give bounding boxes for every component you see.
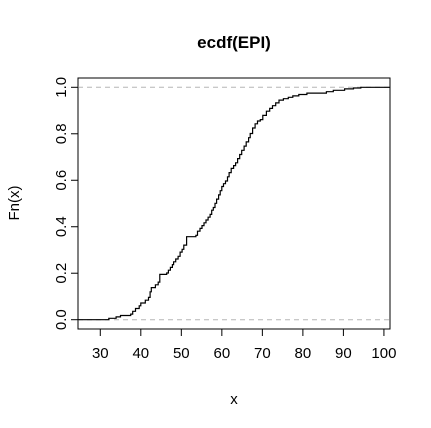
y-axis: 0.0 0.2 0.4 0.6 0.8 1.0 xyxy=(53,77,79,330)
x-tick-label-2: 50 xyxy=(173,345,190,362)
y-tick-label-5: 1.0 xyxy=(53,77,70,98)
x-tick-label-5: 80 xyxy=(295,345,312,362)
ecdf-step-line-0 xyxy=(78,86,390,321)
x-tick-label-4: 70 xyxy=(254,345,271,362)
x-axis: 30 40 50 60 70 80 90 100 xyxy=(92,328,396,362)
y-tick-label-4: 0.8 xyxy=(53,123,70,144)
x-tick-label-0: 30 xyxy=(92,345,109,362)
y-axis-label: Fn(x) xyxy=(6,186,23,221)
x-axis-label: x xyxy=(230,391,238,408)
x-tick-label-3: 60 xyxy=(214,345,231,362)
y-tick-label-2: 0.4 xyxy=(53,216,70,237)
x-tick-label-7: 100 xyxy=(371,345,396,362)
x-tick-label-6: 90 xyxy=(335,345,352,362)
chart-title: ecdf(EPI) xyxy=(197,33,271,52)
ecdf-steps xyxy=(78,86,390,321)
reference-lines xyxy=(78,86,390,321)
y-tick-label-3: 0.6 xyxy=(53,170,70,191)
x-tick-label-1: 40 xyxy=(132,345,149,362)
y-tick-label-1: 0.2 xyxy=(53,263,70,284)
plot-frame xyxy=(77,77,391,330)
y-tick-label-0: 0.0 xyxy=(53,309,70,330)
